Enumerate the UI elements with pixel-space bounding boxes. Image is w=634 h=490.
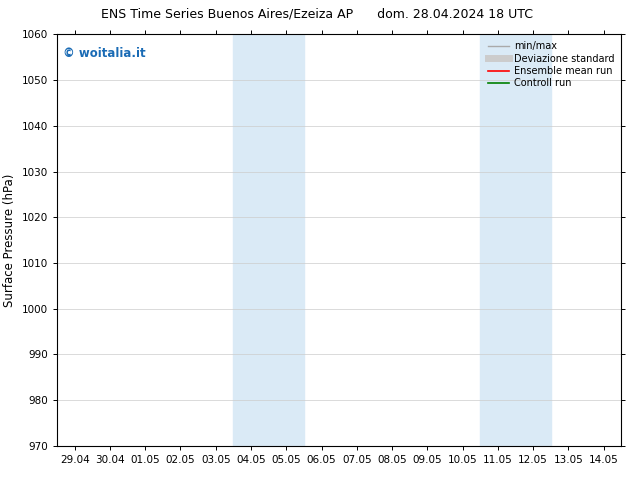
Y-axis label: Surface Pressure (hPa): Surface Pressure (hPa) — [3, 173, 16, 307]
Text: ENS Time Series Buenos Aires/Ezeiza AP      dom. 28.04.2024 18 UTC: ENS Time Series Buenos Aires/Ezeiza AP d… — [101, 7, 533, 21]
Legend: min/max, Deviazione standard, Ensemble mean run, Controll run: min/max, Deviazione standard, Ensemble m… — [486, 39, 616, 90]
Bar — [481, 34, 551, 446]
Bar — [233, 34, 304, 446]
Text: © woitalia.it: © woitalia.it — [63, 47, 145, 60]
